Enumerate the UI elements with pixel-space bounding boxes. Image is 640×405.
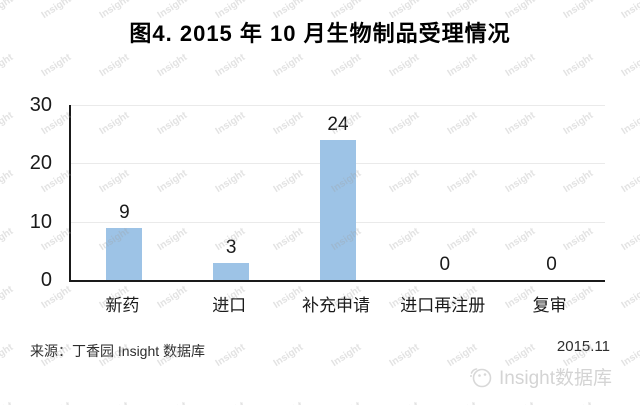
- value-label: 3: [225, 236, 237, 258]
- brand-logo: Insight数据库: [468, 363, 612, 390]
- bar-slot: 0: [391, 105, 498, 280]
- x-tick-label: 补充申请: [301, 296, 370, 315]
- watermark-text: Insight: [213, 51, 248, 80]
- bar: [106, 227, 143, 280]
- value-label: 0: [439, 254, 451, 275]
- chart-title: 图4. 2015 年 10 月生物制品受理情况: [129, 21, 511, 46]
- watermark-text: Insight: [446, 400, 479, 405]
- x-tick-label: 进口: [212, 296, 247, 315]
- plot-area: 9 3 24 0 0: [69, 105, 605, 282]
- value-label: 0: [546, 254, 557, 275]
- watermark-text: Insight: [214, 400, 247, 405]
- watermark-text: Insight: [619, 109, 640, 138]
- brand-logo-text: Insight数据库: [499, 368, 612, 389]
- x-tick-label: 复审: [532, 296, 567, 315]
- source-label: 来源：丁香园 Insight 数据库: [30, 343, 206, 359]
- y-tick-label-0: 0: [40, 269, 52, 291]
- watermark-text: Insight: [620, 400, 640, 405]
- x-axis-labels: 新药 进口 补充申请 进口再注册 复审: [69, 291, 603, 316]
- x-tick-label: 进口再注册: [400, 296, 486, 315]
- watermark-text: Insight: [387, 51, 422, 80]
- watermark-text: Insight: [329, 51, 364, 80]
- watermark-text: Insight: [271, 341, 306, 370]
- watermark-text: Insight: [504, 400, 537, 405]
- watermark-text: Insight: [39, 51, 74, 80]
- bar-slot: 0: [498, 105, 605, 280]
- watermark-text: Insight: [619, 51, 640, 80]
- date-label: 2015.11: [556, 338, 610, 355]
- y-axis: 0 10 20 30: [0, 94, 58, 291]
- watermark-text: Insight: [272, 400, 305, 405]
- value-label: 24: [327, 114, 349, 135]
- bar-slot: 24: [285, 105, 392, 280]
- watermark-text: Insight: [97, 51, 132, 80]
- watermark-text: Insight: [561, 51, 596, 80]
- watermark-text: Insight: [40, 400, 73, 405]
- y-tick-label-10: 10: [29, 210, 52, 233]
- watermark-text: Insight: [0, 341, 16, 370]
- bar-slot: 9: [71, 105, 178, 280]
- watermark-text: Insight: [619, 341, 640, 370]
- watermark-text: Insight: [155, 51, 190, 80]
- insight-face-icon: [470, 367, 492, 387]
- watermark-text: Insight: [619, 167, 640, 196]
- gridline-30: [71, 105, 605, 106]
- watermark-text: Insight: [271, 51, 306, 80]
- watermark-text: Insight: [329, 341, 364, 370]
- x-tick-label: 新药: [105, 296, 140, 315]
- watermark-text: Insight: [0, 51, 16, 80]
- watermark-text: Insight: [387, 341, 422, 370]
- watermark-text: Insight: [445, 51, 480, 80]
- value-label: 9: [119, 201, 130, 223]
- watermark-text: Insight: [213, 341, 248, 370]
- watermark-text: Insight: [98, 400, 131, 405]
- y-tick-label-20: 20: [29, 152, 52, 175]
- bars-row: 9 3 24 0 0: [71, 105, 605, 280]
- y-tick-label-30: 30: [29, 94, 52, 116]
- watermark-text: Insight: [562, 400, 595, 405]
- watermark-text: Insight: [0, 400, 15, 405]
- watermark-text: Insight: [503, 51, 538, 80]
- watermark-text: Insight: [619, 225, 640, 254]
- watermark-text: Insight: [619, 283, 640, 312]
- watermark-text: Insight: [156, 400, 189, 405]
- watermark-text: Insight: [330, 400, 363, 405]
- bar: [319, 140, 356, 280]
- bar-slot: 3: [178, 105, 285, 280]
- watermark-text: Insight: [388, 400, 421, 405]
- bar: [213, 262, 250, 280]
